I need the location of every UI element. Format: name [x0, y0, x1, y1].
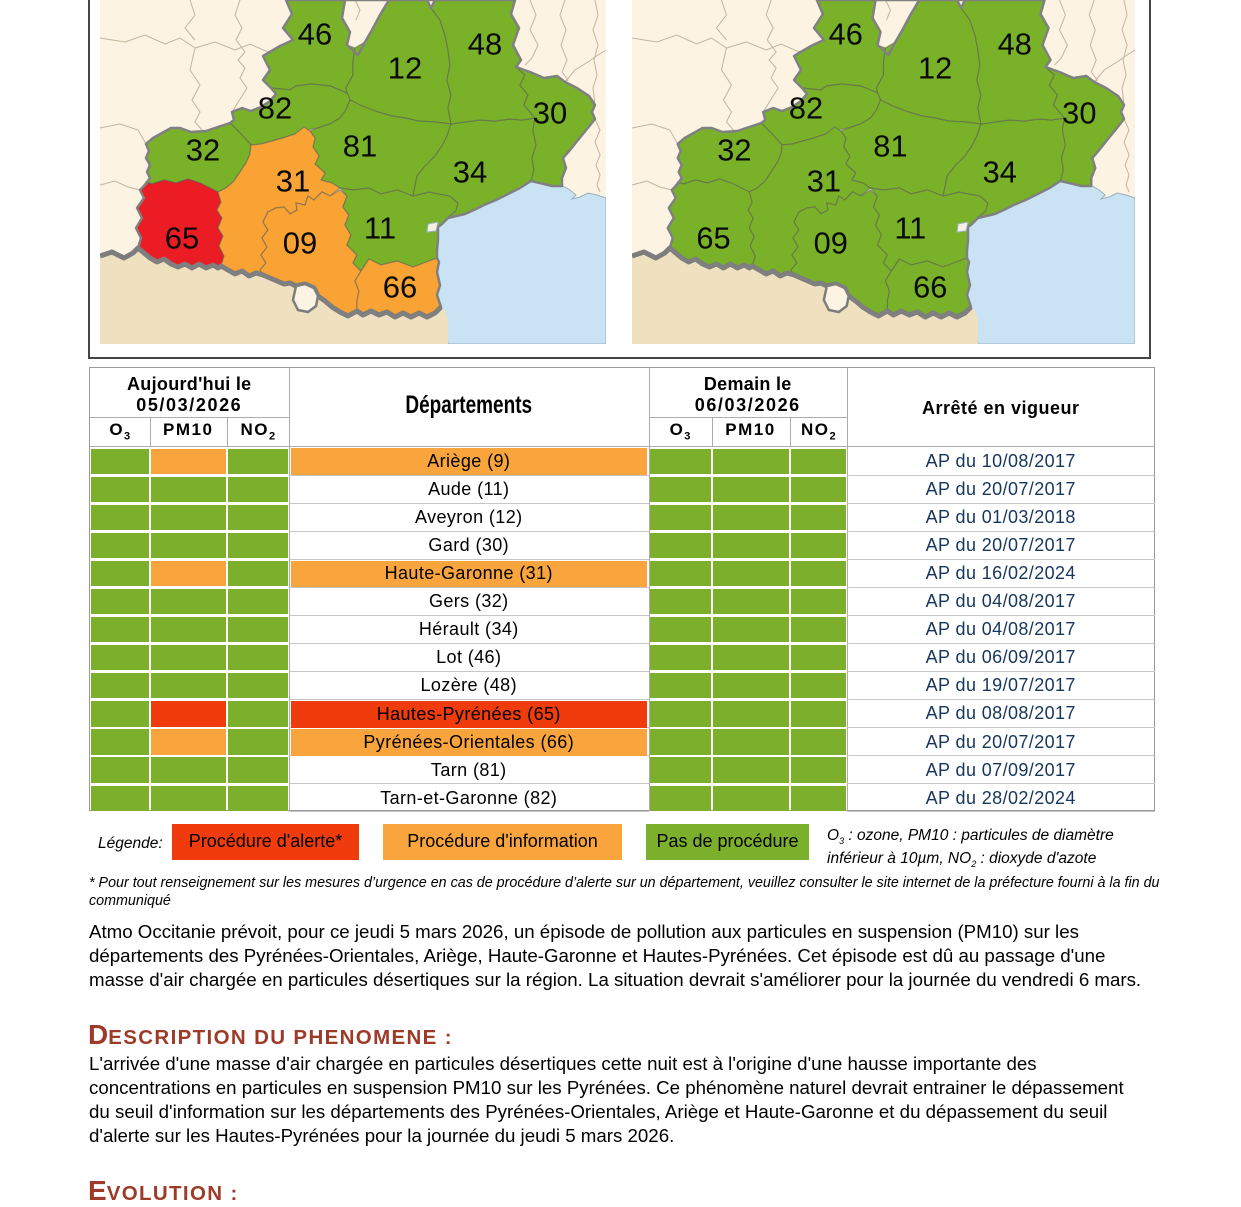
svg-text:82: 82 — [789, 90, 823, 125]
svg-text:30: 30 — [1062, 95, 1096, 130]
svg-text:34: 34 — [453, 155, 487, 190]
svg-text:48: 48 — [998, 26, 1032, 61]
svg-text:65: 65 — [165, 221, 199, 256]
svg-text:09: 09 — [283, 226, 317, 261]
svg-text:30: 30 — [533, 96, 567, 131]
svg-text:32: 32 — [717, 132, 751, 167]
svg-text:34: 34 — [983, 154, 1017, 189]
svg-text:12: 12 — [388, 51, 422, 86]
svg-text:31: 31 — [807, 163, 841, 198]
svg-text:11: 11 — [364, 211, 396, 246]
svg-text:82: 82 — [258, 91, 292, 126]
svg-text:32: 32 — [186, 133, 220, 168]
svg-text:46: 46 — [298, 17, 332, 52]
svg-text:11: 11 — [894, 210, 926, 245]
svg-text:09: 09 — [814, 225, 848, 260]
svg-text:66: 66 — [383, 270, 417, 305]
svg-text:81: 81 — [873, 128, 907, 163]
svg-text:48: 48 — [468, 27, 502, 62]
svg-text:66: 66 — [913, 269, 947, 304]
svg-text:65: 65 — [696, 220, 730, 255]
svg-text:81: 81 — [343, 129, 377, 164]
svg-text:31: 31 — [276, 164, 310, 199]
svg-text:46: 46 — [829, 16, 863, 51]
svg-text:12: 12 — [918, 50, 952, 85]
